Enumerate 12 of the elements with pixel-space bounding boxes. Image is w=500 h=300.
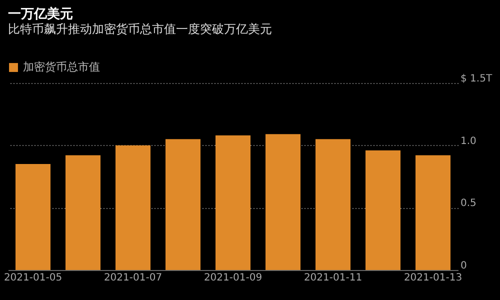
y-tick-label: 0.5 xyxy=(460,198,476,210)
x-tick-label: 2021-01-11 xyxy=(304,272,362,284)
chart-title: 一万亿美元 xyxy=(8,6,73,22)
y-tick-label: $ 1.5T xyxy=(460,74,493,84)
legend-label: 加密货币总市值 xyxy=(23,60,100,74)
y-tick-label: 1.0 xyxy=(460,136,476,147)
x-tick-label: 2021-01-05 xyxy=(4,272,62,284)
chart-subtitle: 比特币飙升推动加密货币总市值一度突破万亿美元 xyxy=(8,22,272,36)
x-tick-label: 2021-01-09 xyxy=(204,272,262,284)
y-tick-label: 0 xyxy=(460,260,467,272)
x-tick-label: 2021-01-07 xyxy=(104,272,162,284)
x-tick-label: 2021-01-13 xyxy=(404,272,462,284)
